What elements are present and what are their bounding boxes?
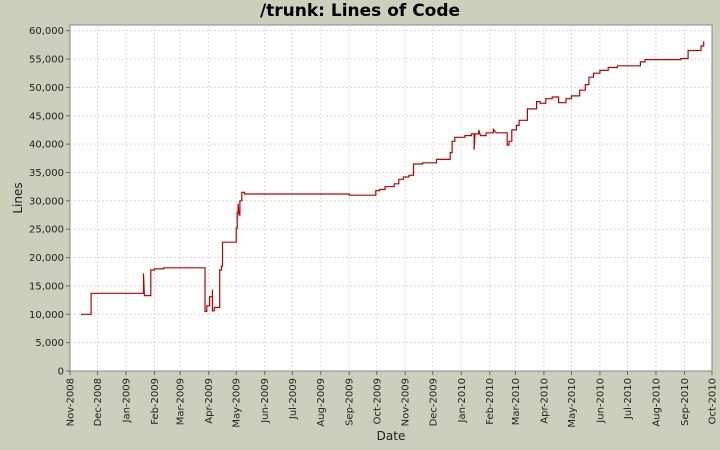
x-tick-label: Mar-2010 bbox=[511, 378, 522, 425]
x-tick-label: Sep-2009 bbox=[345, 378, 356, 426]
x-tick-label: Jan-2009 bbox=[122, 378, 133, 423]
y-tick-label: 30,000 bbox=[29, 196, 64, 207]
x-tick-label: Dec-2009 bbox=[428, 378, 439, 426]
y-tick-label: 50,000 bbox=[29, 83, 64, 94]
x-tick-label: Jul-2010 bbox=[623, 378, 634, 420]
x-tick-label: Feb-2009 bbox=[150, 378, 161, 425]
y-axis-ticks: 0 5,000 10,000 15,000 20,000 25,000 30,000 35,0… bbox=[29, 26, 70, 378]
y-tick-label: 60,000 bbox=[29, 26, 64, 37]
x-tick-label: Jul-2009 bbox=[288, 378, 299, 420]
y-tick-label: 55,000 bbox=[29, 55, 64, 66]
y-tick-label: 20,000 bbox=[29, 253, 64, 264]
y-tick-label: 5,000 bbox=[35, 338, 64, 349]
x-tick-label: Aug-2009 bbox=[316, 378, 327, 427]
x-tick-label: Jun-2009 bbox=[260, 378, 271, 424]
x-tick-label: Nov-2009 bbox=[401, 378, 412, 426]
y-tick-label: 35,000 bbox=[29, 168, 64, 179]
y-tick-label: 40,000 bbox=[29, 140, 64, 151]
grid-lines bbox=[70, 25, 712, 371]
x-tick-label: May-2009 bbox=[232, 378, 243, 428]
series-line bbox=[81, 41, 705, 315]
y-tick-label: 15,000 bbox=[29, 281, 64, 292]
x-tick-label: Oct-2010 bbox=[708, 378, 719, 424]
x-tick-label: Feb-2010 bbox=[485, 378, 496, 425]
chart-title: /trunk: Lines of Code bbox=[259, 1, 461, 21]
x-tick-label: Apr-2010 bbox=[539, 378, 550, 424]
x-tick-label: Nov-2008 bbox=[66, 378, 77, 426]
plot-area bbox=[69, 24, 713, 372]
x-axis-label: Date bbox=[377, 429, 406, 443]
y-tick-label: 0 bbox=[58, 367, 64, 378]
x-tick-label: Dec-2008 bbox=[93, 378, 104, 426]
x-axis-ticks: Nov-2008 Dec-2008 Jan-2009 Feb-2009 Mar-2009… bbox=[66, 371, 719, 428]
x-tick-label: Oct-2009 bbox=[372, 378, 383, 424]
y-tick-label: 25,000 bbox=[29, 225, 64, 236]
x-tick-label: Mar-2009 bbox=[176, 378, 187, 425]
x-tick-label: Apr-2009 bbox=[204, 378, 215, 424]
series-group bbox=[81, 41, 705, 315]
x-tick-label: May-2010 bbox=[567, 378, 578, 428]
x-tick-label: Jan-2010 bbox=[457, 378, 468, 423]
x-tick-label: Sep-2010 bbox=[680, 378, 691, 426]
y-tick-label: 10,000 bbox=[29, 310, 64, 321]
y-tick-label: 45,000 bbox=[29, 111, 64, 122]
x-tick-label: Jun-2010 bbox=[595, 378, 606, 424]
x-tick-label: Aug-2010 bbox=[651, 378, 662, 427]
y-axis-label: Lines bbox=[11, 182, 25, 213]
